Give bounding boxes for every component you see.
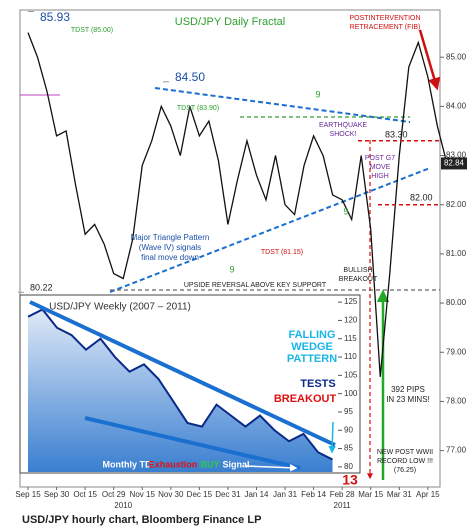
annotation: EARTHQUAKE [319,122,367,129]
annotation: MOVE [370,164,391,171]
annotation: BREAKOUT [339,276,378,283]
inset-line [27,308,333,461]
triangle-upper [154,87,411,123]
annotation: (76.25) [394,467,416,474]
level-label: 83.30 [385,129,408,139]
inset-annotation: BREAKOUT [274,393,337,405]
x-year-label: 2011 [334,501,352,510]
annotation: NEW POST WWII [377,449,433,456]
annotation: RECORD LOW !!! [377,458,433,465]
x-tick-label: Oct 29 [102,490,126,499]
annotation: TDST (83.90) [177,105,219,112]
annotation: 392 PIPS [391,385,425,394]
annotation: SHOCK! [330,131,357,138]
y-tick-label: 77.00 [446,446,467,455]
x-year-label: 2010 [114,501,132,510]
x-tick-label: Dec 31 [215,490,241,499]
last-price-label: 82.84 [444,159,465,168]
annotation: 9 [343,206,348,216]
inset-annotation: Signal [222,459,249,469]
last-price-box [441,157,467,170]
inset-y-tick-label: 100 [344,389,358,398]
annotation: BULLISH [343,267,372,274]
level-label: 82.00 [410,192,433,202]
x-tick-label: Sep 30 [44,490,70,499]
inset-title: USD/JPY Weekly (2007 – 2011) [49,302,191,313]
wedge-upper [29,300,336,447]
level-label: 80.22 [30,282,53,292]
level-label: 85.93 [40,10,70,24]
inset-y-tick-label: 110 [344,352,357,361]
level-label: 84.50 [175,70,205,84]
x-tick-label: Jan 31 [273,490,298,499]
inset-annotation: Exhaustion [149,459,198,469]
breakout-arrow [328,421,336,454]
annotation: 13 [342,472,358,488]
y-tick-label: 79.00 [446,347,467,356]
y-tick-label: 78.00 [446,397,467,406]
x-tick-label: Mar 31 [387,490,412,499]
annotation: final move down [141,253,199,262]
annotation: UPSIDE REVERSAL ABOVE KEY SUPPORT [184,282,327,289]
x-tick-label: Jan 14 [244,490,269,499]
y-tick-label: 80.00 [446,298,467,307]
x-tick-label: Nov 15 [130,490,156,499]
chart-title: USD/JPY Daily Fractal [175,16,285,28]
annotation: RETRACEMENT (FIB) [350,24,421,31]
inset-y-tick-label: 125 [344,297,358,306]
inset-annotation: FALLING [288,329,335,341]
x-tick-label: Sep 15 [15,490,41,499]
inset-annotation: BUY [200,459,219,469]
inset-y-tick-label: 120 [344,316,358,325]
x-tick-label: Oct 15 [73,490,97,499]
price-line [27,32,448,377]
annotation: TDST (85.00) [71,27,113,34]
y-tick-label: 83.00 [446,151,467,160]
annotation: Major Triangle Pattern [131,233,210,242]
x-tick-label: Feb 28 [330,490,355,499]
x-tick-label: Feb 14 [301,490,326,499]
annotation: TDST (81.15) [261,249,303,256]
annotation: HIGH [371,173,389,180]
caption: USD/JPY hourly chart, Bloomberg Finance … [22,514,261,526]
y-tick-label: 81.00 [446,249,467,258]
x-tick-label: Mar 15 [358,490,383,499]
wedge-lower [84,416,301,470]
inset-y-tick-label: 80 [344,462,353,471]
signal-arrow [244,464,298,472]
inset-annotation: TESTS [300,378,335,390]
inset-y-tick-label: 95 [344,407,353,416]
inset-chart: USD/JPY Weekly (2007 – 2011) 80 85 90 95 100… [19,294,361,474]
y-tick-label: 84.00 [446,101,467,110]
inset-y-tick-label: 85 [344,444,353,453]
annotation: 9 [315,89,320,99]
inset-y-tick-label: 90 [344,425,353,434]
annotation: POST G7 [365,155,395,162]
triangle-lower [109,167,431,293]
x-tick-label: Nov 30 [158,490,184,499]
y-tick-label: 85.00 [446,52,467,61]
main-chart: USD/JPY Daily Fractal 77.00 78.00 79.00 80.… [15,10,467,510]
inset-area [28,309,333,472]
annotation: 9 [229,264,234,274]
annotation: (Wave IV) signals [139,243,201,252]
x-tick-label: Apr 15 [416,490,440,499]
annotation: POSTINTERVENTION [349,15,420,22]
inset-annotation: Monthly TD [103,459,152,469]
inset-annotation: PATTERN [287,353,337,365]
y-tick-label: 82.00 [446,200,467,209]
inset-annotation: WEDGE [291,341,333,353]
x-tick-label: Dec 15 [187,490,213,499]
retrace-arrow [418,29,441,91]
inset-y-tick-label: 115 [344,334,357,343]
inset-y-tick-label: 105 [344,370,358,379]
annotation: IN 23 MINS! [386,395,430,404]
